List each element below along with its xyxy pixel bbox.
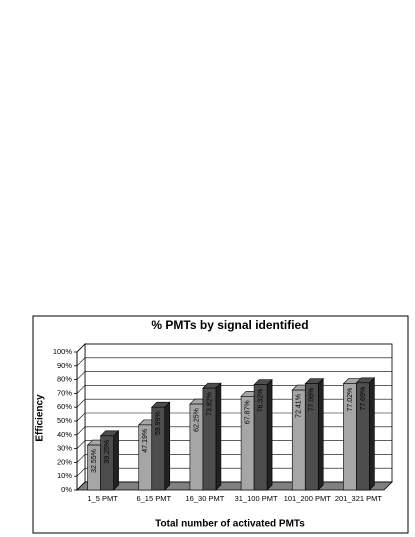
value-label: 39.25% bbox=[104, 440, 111, 464]
x-axis-label: Total number of activated PMTs bbox=[155, 519, 305, 530]
grid-line bbox=[76, 343, 392, 353]
value-label: 73.82% bbox=[206, 392, 213, 416]
value-label: 77.06% bbox=[309, 388, 316, 412]
y-tick-label: 70% bbox=[57, 388, 72, 397]
y-tick-label: 10% bbox=[57, 471, 72, 480]
x-tick-label: 201_321 PMT bbox=[335, 494, 383, 503]
value-label: 59.99% bbox=[155, 411, 162, 435]
y-axis-label: Efficiency bbox=[35, 394, 46, 442]
x-tick-label: 101_200 PMT bbox=[284, 494, 332, 503]
y-tick-label: 100% bbox=[53, 347, 73, 356]
y-tick-label: 0% bbox=[61, 485, 72, 494]
value-label: 62.25% bbox=[193, 408, 200, 432]
y-tick-label: 20% bbox=[57, 457, 72, 466]
chart-title: % PMTs by signal identified bbox=[151, 318, 308, 332]
x-tick-label: 31_100 PMT bbox=[235, 494, 278, 503]
grid-line bbox=[76, 467, 392, 477]
bar-side bbox=[113, 430, 119, 491]
grid-line bbox=[76, 454, 392, 463]
bar bbox=[304, 383, 319, 491]
x-tick-label: 6_15 PMT bbox=[136, 494, 171, 503]
grid-line bbox=[76, 440, 392, 449]
value-label: 77.02% bbox=[347, 388, 354, 412]
grid-line bbox=[76, 385, 392, 394]
bar bbox=[356, 382, 370, 491]
bar-side bbox=[369, 377, 375, 491]
bar bbox=[100, 435, 114, 491]
bar-side bbox=[317, 377, 324, 491]
y-tick-label: 30% bbox=[57, 444, 72, 453]
y-tick-label: 40% bbox=[57, 430, 72, 439]
y-tick-label: 50% bbox=[57, 416, 72, 425]
grid-line bbox=[76, 412, 392, 422]
grid-line bbox=[76, 371, 392, 380]
bar bbox=[151, 406, 166, 491]
bar bbox=[253, 384, 268, 491]
y-tick-label: 80% bbox=[57, 375, 72, 384]
grid-line bbox=[76, 357, 392, 367]
x-tick-label: 1_5 PMT bbox=[87, 494, 118, 503]
grid-line bbox=[76, 398, 392, 408]
bar bbox=[202, 387, 217, 491]
y-tick-label: 90% bbox=[57, 361, 72, 370]
x-tick-label: 16_30 PMT bbox=[186, 494, 225, 503]
bar-side bbox=[266, 378, 273, 491]
value-label: 77.69% bbox=[360, 387, 367, 411]
y-tick-label: 60% bbox=[57, 402, 72, 411]
bar-side bbox=[215, 382, 222, 491]
value-label: 76.32% bbox=[257, 389, 264, 413]
bar-side bbox=[164, 401, 171, 491]
value-label: 67.87% bbox=[244, 400, 251, 424]
value-label: 47.19% bbox=[142, 429, 149, 453]
grid-line bbox=[76, 481, 392, 491]
value-label: 32.55% bbox=[91, 449, 98, 473]
value-label: 72.41% bbox=[296, 394, 303, 418]
grid-line bbox=[76, 426, 392, 436]
